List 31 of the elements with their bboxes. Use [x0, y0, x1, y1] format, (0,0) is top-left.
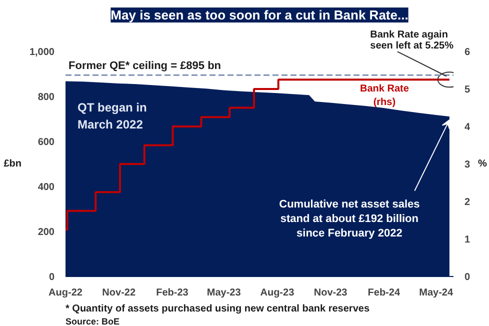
- x-tick-label: May-23: [206, 288, 242, 298]
- y2-axis-title: %: [478, 158, 488, 170]
- y-tick-label: 400: [38, 182, 55, 193]
- y-tick-label: 0: [48, 272, 55, 283]
- y2-tick-label: 4: [464, 122, 470, 133]
- y2-tick-label: 2: [464, 197, 470, 208]
- x-tick-label: Nov-22: [102, 288, 136, 298]
- y-tick-label: 800: [38, 92, 55, 103]
- x-tick-label: Feb-24: [368, 288, 400, 298]
- y2-tick-label: 0: [464, 272, 470, 283]
- annotation: Bank Rate again seen left at 5.25%: [370, 30, 454, 52]
- source-note: Source: BoE: [66, 316, 120, 326]
- x-tick-label: Feb-23: [156, 288, 189, 298]
- y-tick-label: 1,000: [29, 47, 55, 58]
- ref-line-label: Former QE* ceiling = £895 bn: [68, 60, 222, 72]
- y2-tick-label: 5: [464, 84, 470, 96]
- x-tick-label: Nov-23: [314, 288, 348, 298]
- y-tick-label: 200: [38, 227, 55, 238]
- y2-tick-label: 3: [464, 160, 470, 170]
- x-tick-label: Aug-23: [260, 288, 295, 298]
- text: * Quantity of assets purchased using new central bank reserves: [66, 304, 370, 314]
- y2-tick-label: 1: [464, 234, 470, 246]
- y-axis-title: £bn: [4, 158, 22, 170]
- annotation: QT began in March 2022: [78, 100, 147, 132]
- x-tick-label: May-24: [419, 288, 454, 298]
- chart-title: May is seen as too soon for a cut in Bank Rate...: [110, 8, 408, 22]
- y-tick-label: 600: [38, 137, 55, 148]
- annotation: Cumulative net asset sales stand at about £192 billion since February 2022: [279, 198, 420, 240]
- x-tick-label: Aug-22: [48, 288, 83, 298]
- y2-tick-label: 6: [464, 47, 470, 58]
- series-label: Bank Rate (rhs): [360, 84, 410, 108]
